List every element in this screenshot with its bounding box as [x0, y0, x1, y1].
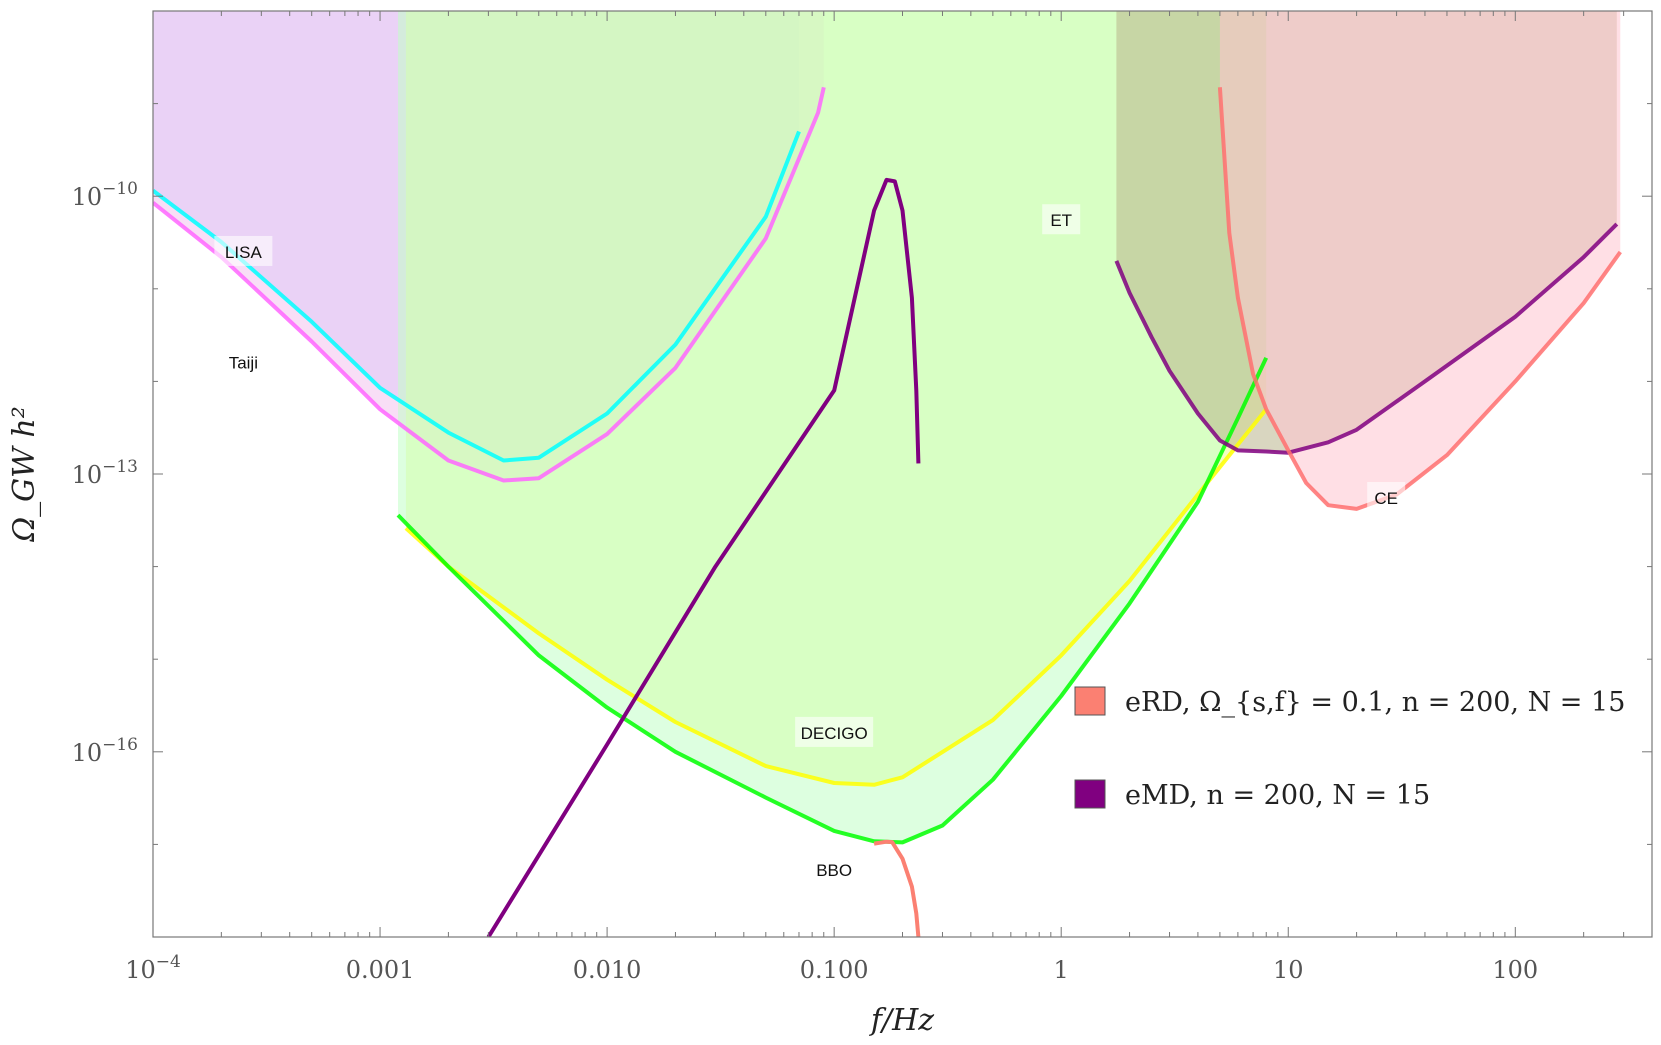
label-bbo: BBO [810, 853, 859, 884]
curve-taiji [153, 86, 826, 483]
legend-label: eRD, Ω_{s,f} = 0.1, n = 200, N = 15 [1125, 687, 1625, 718]
region-ce [1219, 11, 1621, 509]
legend-swatch [1074, 686, 1106, 716]
x-tick-label: 100 [1492, 956, 1538, 984]
x-tick-label: 0.010 [573, 956, 642, 984]
curve-et [1114, 222, 1619, 455]
y-axis-title: Ω_GW h² [7, 406, 42, 543]
x-axis-title: f/Hz [869, 1003, 934, 1038]
label-text-taiji: Taiji [229, 353, 258, 372]
label-text-ce: CE [1374, 489, 1398, 508]
label-text-decigo: DECIGO [801, 724, 868, 743]
signal-series [486, 177, 921, 937]
label-decigo: DECIGO [795, 716, 874, 747]
curve-ce [1217, 87, 1622, 511]
label-text-et: ET [1050, 211, 1072, 230]
label-et: ET [1042, 204, 1081, 235]
legend-swatch [1074, 779, 1106, 809]
detector-labels: LISA Taiji ET CE DECIGO BBO [209, 204, 1406, 884]
label-text-bbo: BBO [816, 861, 852, 880]
x-tick-label: 1 [1054, 956, 1069, 984]
series-emd-line [486, 177, 921, 937]
curve-lisa [153, 130, 801, 463]
legend-label: eMD, n = 200, N = 15 [1125, 780, 1430, 811]
x-tick-label: 0.100 [800, 956, 869, 984]
label-ce: CE [1367, 482, 1406, 513]
y-tick-label: 10−13 [72, 457, 138, 489]
series-erd-line [873, 839, 921, 937]
legend-entry: eRD, Ω_{s,f} = 0.1, n = 200, N = 15 [1074, 686, 1625, 718]
legend: eRD, Ω_{s,f} = 0.1, n = 200, N = 15 eMD, … [1074, 686, 1625, 811]
label-lisa: LISA [214, 235, 273, 266]
label-text-lisa: LISA [225, 243, 263, 262]
axis-ticks: 10−4 0.001 0.010 0.100 1 10 100 10−10 10−13 10−16 [72, 10, 1653, 984]
x-tick-label: 10 [1273, 956, 1304, 984]
detector-curves [153, 86, 1622, 845]
curve-decigo [404, 408, 1268, 787]
x-tick-label: 10−4 [125, 952, 181, 984]
x-tick-label: 0.001 [346, 956, 415, 984]
y-tick-label: 10−10 [72, 179, 138, 211]
y-tick-label: 10−16 [72, 735, 138, 767]
axis-titles: f/Hz Ω_GW h² [7, 406, 934, 1038]
label-taiji: Taiji [209, 346, 278, 377]
legend-entry: eMD, n = 200, N = 15 [1074, 779, 1430, 811]
